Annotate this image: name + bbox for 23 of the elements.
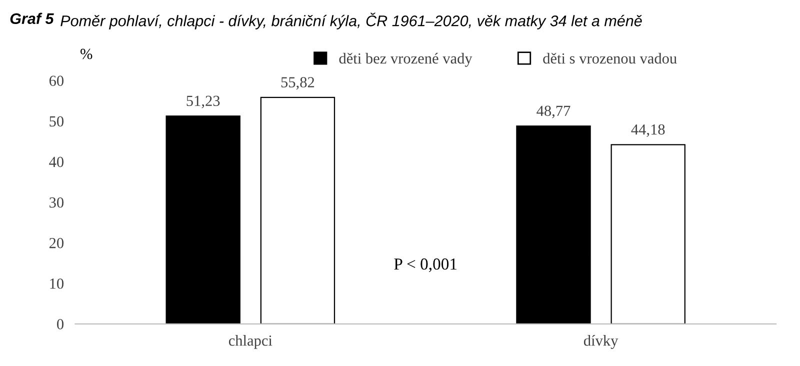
data-label: 44,18: [631, 124, 665, 137]
chart-title: Graf 5: [10, 12, 54, 24]
data-label: 55,82: [281, 77, 314, 90]
y-tick-label: 10: [50, 278, 64, 289]
annotation: P < 0,001: [394, 258, 457, 272]
y-tick-label: 30: [50, 197, 64, 208]
y-axis-title: %: [80, 48, 92, 60]
y-tick-label: 40: [49, 156, 64, 168]
chart-subtitle: Poměr pohlaví, chlapci - dívky, brániční kýla, ČR 1961–2020, věk matky 34 let a méně: [60, 12, 642, 30]
y-tick-label: 0: [57, 319, 64, 330]
x-tick-label: chlapci: [228, 335, 272, 349]
data-label: 51,23: [186, 96, 220, 108]
x-tick-label: dívky: [584, 335, 618, 349]
y-tick-label: 50: [50, 116, 64, 127]
legend-label: děti bez vrozené vady: [339, 52, 472, 67]
legend-label: děti s vrozenou vadou: [543, 52, 677, 64]
bar: [516, 126, 591, 324]
bar: [610, 144, 686, 324]
bar: [260, 96, 336, 324]
data-label: 48,77: [536, 106, 570, 118]
bar: [166, 116, 240, 324]
y-tick-label: 20: [49, 238, 64, 248]
y-tick-label: 60: [49, 76, 64, 86]
